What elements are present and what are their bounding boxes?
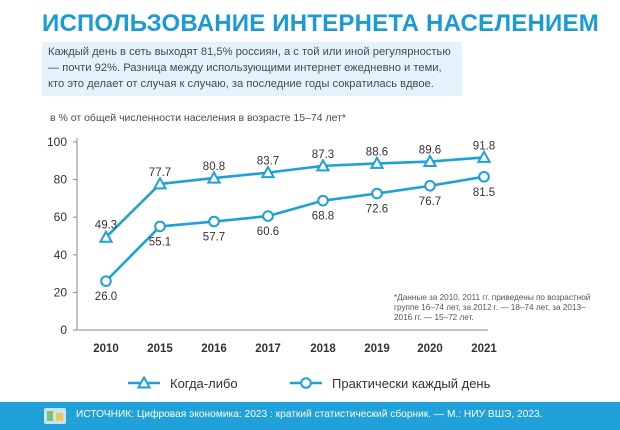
data-label: 83.7	[257, 156, 279, 168]
data-point-triangle	[369, 155, 385, 169]
data-label: 80.8	[203, 161, 225, 173]
data-point-circle	[317, 194, 329, 207]
data-point-circle	[371, 187, 383, 200]
chart-legend: Когда-либо Практически каждый день	[128, 375, 491, 391]
data-label: 87.3	[312, 149, 334, 161]
data-point-circle	[208, 215, 220, 228]
data-label: 91.8	[473, 140, 495, 152]
data-point-triangle	[260, 164, 276, 179]
series-line-1	[105, 156, 485, 239]
chart-subtitle: в % от общей численности населения в воз…	[50, 112, 347, 124]
chart-series: 49.3 77.7 80.8 83.7 87.3 88.6 89.6 91.8 26.0 55.1…	[95, 140, 495, 303]
data-point-triangle	[315, 158, 331, 172]
source-bar: ИСТОЧНИК: Цифровая экономика: 2023 : кра…	[0, 402, 620, 430]
y-tick-label: 0	[60, 323, 67, 337]
data-label: 55.1	[149, 236, 171, 248]
data-point-triangle	[152, 176, 168, 190]
data-label: 60.6	[257, 226, 279, 238]
data-point-triangle	[98, 229, 114, 243]
x-tick-label: 2020	[417, 343, 443, 355]
data-label: 77.7	[149, 167, 171, 179]
data-label: 26.0	[95, 291, 117, 303]
book-icon	[44, 408, 66, 424]
data-label: 49.3	[95, 219, 117, 231]
chart-axes: 0 20 40 60 80 100 2010 2015 2016 2017 2018 2019 2020…	[47, 135, 497, 355]
data-point-circle	[154, 220, 166, 233]
y-tick-label: 20	[54, 285, 68, 299]
legend-label-1: Когда-либо	[170, 376, 238, 391]
data-point-circle	[262, 210, 274, 222]
data-point-circle	[424, 180, 436, 192]
y-tick-label: 100	[47, 135, 67, 149]
y-tick-label: 40	[54, 248, 68, 262]
line-chart: 0 20 40 60 80 100 2010 2015 2016 2017 2018 2019 2020…	[47, 135, 497, 391]
data-label: 89.6	[419, 145, 441, 157]
legend-triangle-marker	[136, 375, 152, 389]
x-tick-label: 2016	[201, 343, 227, 355]
data-point-triangle	[422, 153, 438, 168]
data-point-triangle	[476, 149, 492, 163]
page-title: ИСПОЛЬЗОВАНИЕ ИНТЕРНЕТА НАСЕЛЕНИЕМ	[42, 10, 599, 37]
x-tick-label: 2015	[147, 343, 173, 355]
data-label: 76.7	[419, 196, 441, 208]
x-tick-label: 2018	[310, 343, 336, 355]
series-line-2	[105, 175, 485, 283]
data-label: 72.6	[366, 204, 388, 216]
chart-footnote: *Данные за 2010, 2011 гг. приведены по в…	[394, 293, 591, 322]
legend-label-2: Практически каждый день	[332, 376, 491, 391]
y-tick-label: 80	[54, 173, 68, 187]
data-point-circle	[478, 170, 490, 183]
data-label: 81.5	[473, 187, 495, 199]
x-tick-label: 2017	[255, 343, 281, 355]
data-label: 68.8	[312, 211, 334, 223]
data-label: 88.6	[366, 146, 388, 158]
y-tick-label: 60	[54, 210, 68, 224]
data-point-triangle	[206, 170, 222, 184]
lead-text: Каждый день в сеть выходят 81,5% россиян…	[42, 42, 462, 96]
source-text: ИСТОЧНИК: Цифровая экономика: 2023 : кра…	[76, 409, 543, 420]
data-point-circle	[100, 275, 112, 287]
x-tick-label: 2021	[471, 343, 497, 355]
x-tick-label: 2019	[364, 343, 390, 355]
legend-circle-marker	[300, 377, 312, 389]
data-label: 57.7	[203, 232, 225, 244]
x-tick-label: 2010	[93, 343, 119, 355]
